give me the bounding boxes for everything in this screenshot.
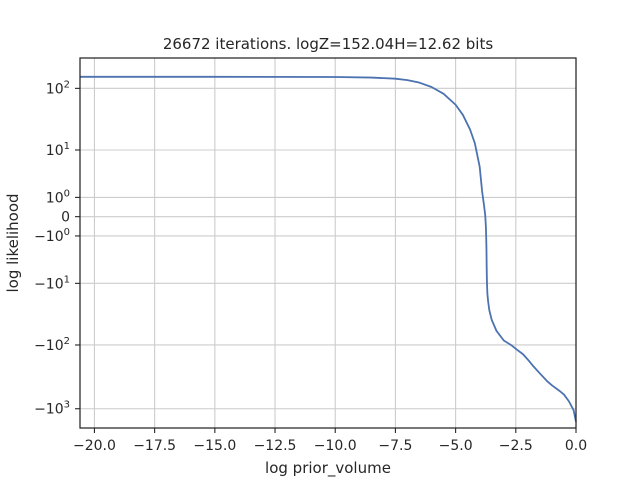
x-tick-label: −20.0 <box>73 438 116 454</box>
y-tick-label: 102 <box>46 79 70 97</box>
x-tick-label: 0.0 <box>565 438 587 454</box>
y-tick-label: 101 <box>46 141 70 159</box>
chart-title: 26672 iterations. logZ=152.04H=12.62 bit… <box>163 35 494 53</box>
y-tick-label: −100 <box>34 227 70 245</box>
y-tick-label: −102 <box>34 336 70 354</box>
x-tick-label: −15.0 <box>193 438 236 454</box>
y-tick-label: −101 <box>34 274 70 292</box>
series-line <box>80 75 577 422</box>
x-tick-label: −17.5 <box>133 438 176 454</box>
y-tick-label: −103 <box>34 400 70 418</box>
x-tick-label: −12.5 <box>254 438 297 454</box>
x-axis-ticks: −20.0 −17.5 −15.0 −12.5 −10.0 −7.5 −5.0 −2.5 0.0 <box>73 428 587 454</box>
y-tick-label: 100 <box>46 188 70 206</box>
x-tick-label: −7.5 <box>378 438 412 454</box>
x-tick-label: −10.0 <box>314 438 357 454</box>
y-axis-label: log likelihood <box>4 193 22 292</box>
y-axis-ticks: 102 101 100 0−100 −101 −102 −103 <box>34 79 80 418</box>
y-tick-label: 0 <box>61 210 70 226</box>
x-tick-label: −2.5 <box>499 438 533 454</box>
grid-lines <box>80 58 577 428</box>
axes-frame <box>79 57 577 429</box>
x-axis-label: log prior_volume <box>265 459 391 478</box>
x-tick-label: −5.0 <box>439 438 473 454</box>
